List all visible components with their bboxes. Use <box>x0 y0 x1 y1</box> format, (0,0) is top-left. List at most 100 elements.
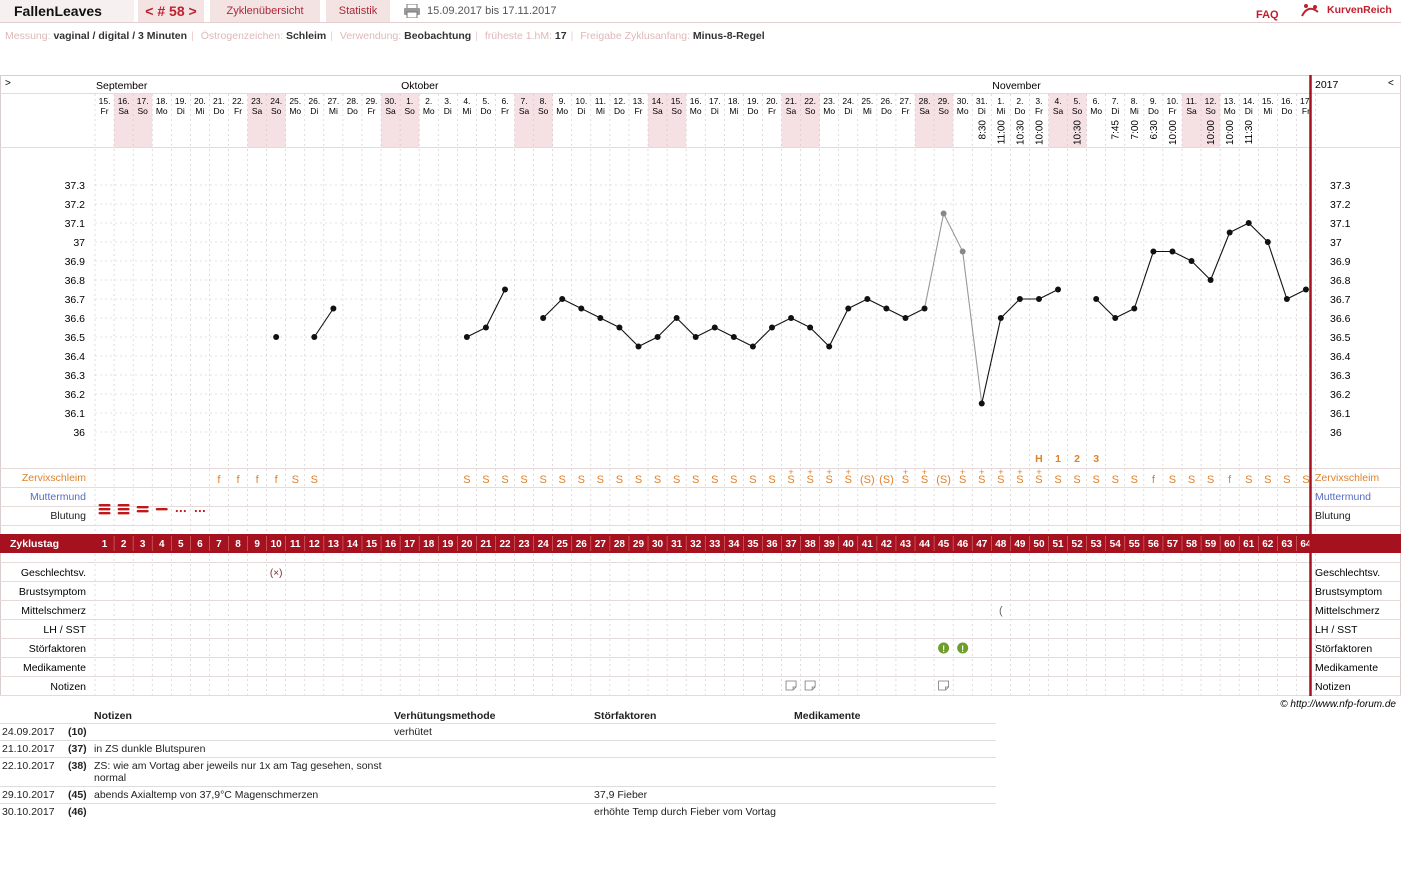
mucus-mark: S <box>1283 474 1290 486</box>
temp-line-segment <box>542 298 563 319</box>
meta-value: Schleim <box>285 30 327 42</box>
mucus-plus: + <box>788 467 793 477</box>
weekday-label: So <box>1072 106 1083 116</box>
time-label: 10:30 <box>1015 120 1026 145</box>
note-date: 21.10.2017 <box>0 740 66 758</box>
temp-point <box>1093 296 1100 302</box>
weekend-cell <box>133 94 153 147</box>
temp-point <box>1207 277 1214 283</box>
mucus-mark: f <box>217 474 221 486</box>
weekday-label: Sa <box>919 106 930 116</box>
date-label: 17. <box>1300 96 1312 106</box>
date-label: 22. <box>804 96 816 106</box>
mucus-mark: S <box>463 474 470 486</box>
date-label: 7. <box>521 96 528 106</box>
temp-axis-right: 36.4 <box>1330 351 1351 363</box>
print-icon[interactable] <box>404 3 420 19</box>
weekday-label: Fr <box>768 106 776 116</box>
note-medication <box>792 803 996 820</box>
weekday-label: Mo <box>423 106 435 116</box>
mucus-symbol: S <box>292 474 299 486</box>
tab-statistics[interactable]: Statistik <box>326 0 390 22</box>
weekend-cell <box>915 94 935 147</box>
weekday-label: Di <box>310 106 318 116</box>
weekday-label: So <box>1205 106 1216 116</box>
mucus-plus: + <box>1017 467 1022 477</box>
cycle-navigator[interactable]: < # 58 > <box>138 0 204 22</box>
temp-point <box>826 343 833 350</box>
date-label: 12. <box>1205 96 1217 106</box>
note-disturbance <box>592 757 792 787</box>
row-label-right-lh: LH / SST <box>1315 624 1358 636</box>
tab-cycle-overview[interactable]: Zyklenübersicht <box>210 0 320 22</box>
mucus-symbol: S <box>501 474 508 486</box>
date-label: 30. <box>957 96 969 106</box>
temp-point <box>768 324 775 331</box>
chart-nav-next: < <box>1388 78 1394 89</box>
temp-axis-right: 36.7 <box>1330 294 1351 306</box>
mucus-mark: f <box>1228 474 1232 486</box>
cycle-day-number: 42 <box>881 539 893 550</box>
mucus-symbol: S <box>730 474 737 486</box>
date-label: 31. <box>976 96 988 106</box>
weekday-label: Sa <box>252 106 263 116</box>
col-meds: Medikamente <box>794 710 861 722</box>
row-label-right-disturb: Störfaktoren <box>1315 643 1372 655</box>
weekday-label: Mi <box>996 106 1005 116</box>
weekday-label: Mi <box>863 106 872 116</box>
date-label: 11. <box>595 96 606 106</box>
mucus-symbol: S <box>1035 474 1042 486</box>
temp-point <box>1055 286 1062 293</box>
cycle-day-number: 37 <box>785 539 797 550</box>
weekend-cell <box>781 94 801 147</box>
faq-link[interactable]: FAQ <box>1256 9 1279 21</box>
date-label: 14. <box>1243 96 1255 106</box>
temp-point <box>1112 315 1119 321</box>
weekday-label: Mi <box>1263 106 1272 116</box>
cycle-day-number: 1 <box>102 539 108 550</box>
cycle-day-number: 64 <box>1300 539 1312 550</box>
temp-line-segment <box>1114 308 1135 319</box>
mucus-plus: + <box>922 467 927 477</box>
date-label: 22. <box>232 96 244 106</box>
cycle-day-number: 32 <box>690 539 702 550</box>
meta-key: Freigabe Zyklusanfang: <box>580 30 690 42</box>
weekend-cell <box>114 94 134 147</box>
temp-line-segment <box>1210 232 1231 281</box>
temp-axis-left: 36.1 <box>65 408 86 420</box>
chart-frame <box>0 75 1401 696</box>
mucus-mark: S <box>654 474 661 486</box>
temp-axis-right: 36.1 <box>1330 408 1351 420</box>
month-label: Oktober <box>401 80 439 92</box>
note-disturbance <box>592 723 792 741</box>
mucus-mark: (S) <box>879 474 894 486</box>
cycle-day-number: 60 <box>1224 539 1236 550</box>
date-label: 20. <box>766 96 778 106</box>
temp-point <box>616 324 623 331</box>
bleeding-mark <box>175 509 186 513</box>
weekday-label: Sa <box>652 106 663 116</box>
date-label: 28. <box>919 96 931 106</box>
weekday-label: Do <box>614 106 625 116</box>
date-label: 27. <box>900 96 912 106</box>
weekday-label: So <box>805 106 816 116</box>
weekday-label: Di <box>177 106 185 116</box>
date-label: 21. <box>785 96 797 106</box>
mucus-mark: f <box>236 474 240 486</box>
time-label: 6:30 <box>1149 120 1160 140</box>
note-shape <box>804 680 816 691</box>
mucus-mark: S+ <box>787 467 794 486</box>
temp-line-segment <box>962 251 983 404</box>
date-label: 24. <box>842 96 854 106</box>
cycle-day-number: 8 <box>235 539 241 550</box>
disturbance-icon: ! <box>957 642 969 654</box>
temp-point <box>559 296 566 302</box>
temp-point <box>1131 305 1138 312</box>
weekday-label: Sa <box>786 106 797 116</box>
mucus-mark: (S) <box>860 474 875 486</box>
year-label: 2017 <box>1315 79 1339 91</box>
cycle-day-number: 62 <box>1262 539 1274 550</box>
date-label: 17. <box>709 96 721 106</box>
mucus-mark: S+ <box>826 467 833 486</box>
cycle-day-number: 23 <box>519 539 531 550</box>
